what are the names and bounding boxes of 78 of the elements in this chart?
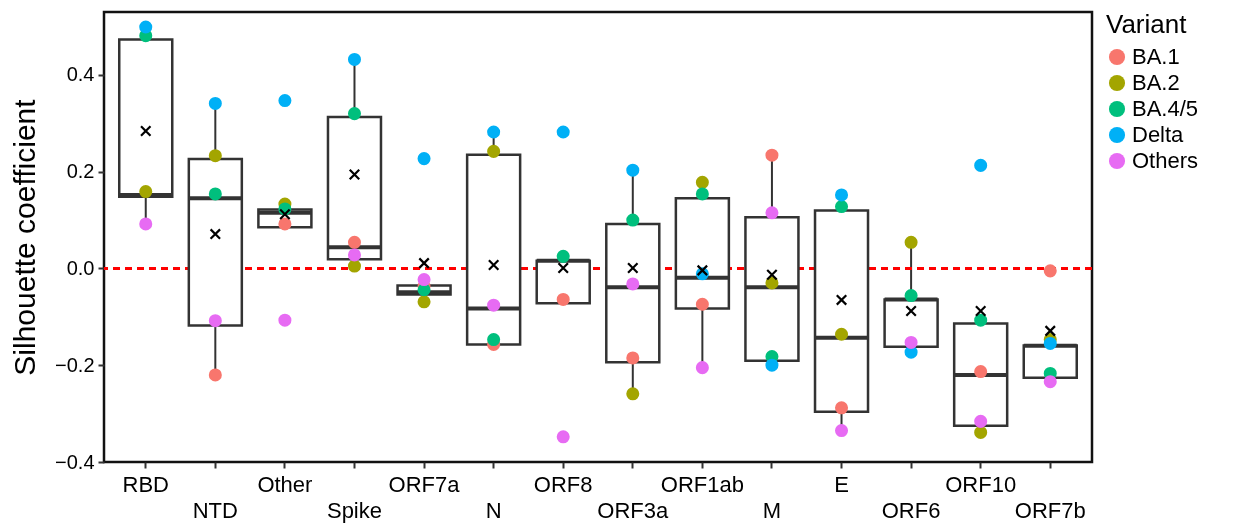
x-tick-label: Spike (326, 497, 382, 523)
point (347, 248, 361, 262)
point (487, 125, 501, 139)
point (835, 401, 849, 415)
point (904, 335, 918, 349)
point (835, 200, 849, 214)
x-tick-label: M (762, 497, 782, 523)
point (695, 297, 709, 311)
point (974, 414, 988, 428)
legend-title: Variant (1106, 9, 1188, 39)
y-tick-label: 0.0 (66, 256, 95, 279)
legend-label: BA.2 (1132, 70, 1180, 95)
point (139, 20, 153, 34)
y-tick-label: 0.2 (66, 160, 95, 183)
x-tick-label: ORF8 (533, 471, 593, 497)
point (765, 148, 779, 162)
point (835, 188, 849, 202)
point (347, 52, 361, 66)
legend-label: Others (1132, 148, 1199, 173)
point (626, 351, 640, 365)
point (556, 292, 570, 306)
x-tick-label: ORF1ab (660, 471, 744, 497)
point (487, 333, 501, 347)
point (765, 358, 779, 372)
x-tick-label: ORF7a (388, 471, 461, 497)
legend-label: Delta (1132, 122, 1185, 147)
point (417, 295, 431, 309)
y-tick-label: −0.4 (55, 450, 95, 473)
point (626, 163, 640, 177)
point (695, 175, 709, 189)
point (626, 277, 640, 291)
point (695, 361, 709, 375)
point (974, 365, 988, 379)
x-tick-label: ORF10 (945, 471, 1017, 497)
point (904, 235, 918, 249)
x-tick-label: NTD (192, 497, 238, 523)
point (974, 425, 988, 439)
x-tick-label: ORF6 (881, 497, 941, 523)
x-tick-label: E (834, 471, 849, 497)
point (347, 107, 361, 121)
point (974, 158, 988, 172)
point (139, 185, 153, 199)
point (208, 368, 222, 382)
x-tick-label: ORF3a (597, 497, 669, 523)
point (278, 94, 292, 108)
point (626, 387, 640, 401)
point (208, 149, 222, 163)
point (208, 96, 222, 110)
point (556, 430, 570, 444)
point (139, 217, 153, 231)
point (208, 187, 222, 201)
point (417, 152, 431, 166)
x-tick-label: Other (257, 471, 313, 497)
point (974, 313, 988, 327)
point (626, 213, 640, 227)
x-tick-label: N (485, 497, 502, 523)
legend-label: BA.4/5 (1132, 96, 1199, 121)
y-tick-label: −0.2 (55, 353, 95, 376)
point (765, 206, 779, 220)
point (835, 327, 849, 341)
point (208, 314, 222, 328)
point (695, 187, 709, 201)
point (487, 298, 501, 312)
point (1043, 264, 1057, 278)
y-axis-title: Silhouette coefficient (8, 98, 42, 376)
legend-label: BA.1 (1132, 44, 1180, 69)
point (556, 125, 570, 139)
point (835, 424, 849, 438)
point (347, 235, 361, 249)
point (278, 313, 292, 327)
point (487, 144, 501, 158)
y-tick-label: 0.4 (66, 63, 95, 86)
point (1043, 375, 1057, 389)
point (556, 249, 570, 263)
x-tick-label: ORF7b (1014, 497, 1086, 523)
point (904, 289, 918, 303)
point (347, 259, 361, 273)
x-tick-label: RBD (122, 471, 169, 497)
